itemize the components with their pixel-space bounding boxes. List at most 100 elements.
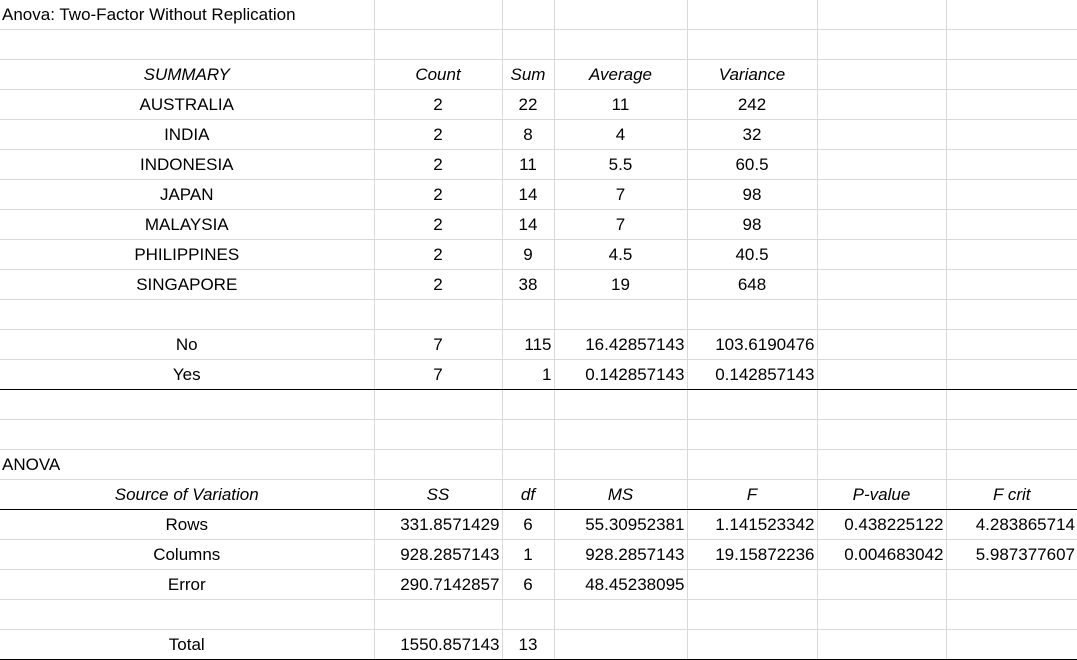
- empty-cell[interactable]: [554, 29, 688, 60]
- empty-cell[interactable]: [946, 89, 1077, 120]
- empty-cell[interactable]: [554, 389, 688, 420]
- anova-value[interactable]: 48.45238095: [554, 569, 688, 600]
- empty-cell[interactable]: [946, 389, 1077, 420]
- empty-cell[interactable]: [817, 29, 947, 60]
- summary-sum[interactable]: 38: [502, 269, 555, 300]
- empty-cell[interactable]: [687, 419, 818, 450]
- empty-cell[interactable]: [946, 629, 1077, 660]
- empty-cell[interactable]: [946, 599, 1077, 630]
- anova-value[interactable]: 0.438225122: [817, 509, 947, 540]
- empty-cell[interactable]: [687, 599, 818, 630]
- empty-cell[interactable]: [817, 89, 947, 120]
- empty-cell[interactable]: [687, 629, 818, 660]
- empty-cell[interactable]: [0, 299, 375, 330]
- empty-cell[interactable]: [554, 599, 688, 630]
- empty-cell[interactable]: [817, 629, 947, 660]
- empty-cell[interactable]: [817, 209, 947, 240]
- empty-cell[interactable]: [502, 29, 555, 60]
- empty-cell[interactable]: [817, 179, 947, 210]
- empty-cell[interactable]: [502, 0, 555, 30]
- summary-sum[interactable]: 14: [502, 209, 555, 240]
- empty-cell[interactable]: [946, 239, 1077, 270]
- summary-average[interactable]: 11: [554, 89, 688, 120]
- summary-sum[interactable]: 22: [502, 89, 555, 120]
- summary-header-cell[interactable]: Variance: [687, 59, 818, 90]
- anova-value[interactable]: 6: [502, 509, 555, 540]
- anova-value[interactable]: [817, 569, 947, 600]
- summary-variance[interactable]: 648: [687, 269, 818, 300]
- empty-cell[interactable]: [374, 29, 503, 60]
- anova-header-cell[interactable]: P-value: [817, 479, 947, 510]
- summary-count[interactable]: 2: [374, 209, 503, 240]
- anova-value[interactable]: 1.141523342: [687, 509, 818, 540]
- summary-header-cell[interactable]: Count: [374, 59, 503, 90]
- empty-cell[interactable]: [946, 419, 1077, 450]
- summary-count[interactable]: 2: [374, 89, 503, 120]
- anova-value[interactable]: 13: [502, 629, 555, 660]
- anova-value[interactable]: 6: [502, 569, 555, 600]
- empty-cell[interactable]: [946, 299, 1077, 330]
- anova-value[interactable]: 1: [502, 539, 555, 570]
- summary-label[interactable]: INDIA: [0, 119, 375, 150]
- summary-average[interactable]: 0.142857143: [554, 359, 688, 390]
- empty-cell[interactable]: [554, 0, 688, 30]
- summary-label[interactable]: INDONESIA: [0, 149, 375, 180]
- empty-cell[interactable]: [817, 149, 947, 180]
- empty-cell[interactable]: [946, 449, 1077, 480]
- empty-cell[interactable]: [374, 419, 503, 450]
- summary-variance[interactable]: 242: [687, 89, 818, 120]
- empty-cell[interactable]: [946, 59, 1077, 90]
- anova-source[interactable]: Columns: [0, 539, 375, 570]
- anova-source[interactable]: Rows: [0, 509, 375, 540]
- empty-cell[interactable]: [946, 359, 1077, 390]
- empty-cell[interactable]: [687, 389, 818, 420]
- anova-value[interactable]: 928.2857143: [374, 539, 503, 570]
- anova-value[interactable]: 55.30952381: [554, 509, 688, 540]
- summary-count[interactable]: 2: [374, 239, 503, 270]
- anova-value[interactable]: [946, 569, 1077, 600]
- anova-header-cell[interactable]: MS: [554, 479, 688, 510]
- empty-cell[interactable]: [817, 389, 947, 420]
- empty-cell[interactable]: [0, 599, 375, 630]
- summary-sum[interactable]: 1: [502, 359, 555, 390]
- empty-cell[interactable]: [374, 389, 503, 420]
- empty-cell[interactable]: [817, 239, 947, 270]
- summary-variance[interactable]: 60.5: [687, 149, 818, 180]
- summary-label[interactable]: JAPAN: [0, 179, 375, 210]
- empty-cell[interactable]: [554, 629, 688, 660]
- anova-header-cell[interactable]: df: [502, 479, 555, 510]
- summary-average[interactable]: 19: [554, 269, 688, 300]
- summary-sum[interactable]: 9: [502, 239, 555, 270]
- summary-count[interactable]: 2: [374, 269, 503, 300]
- empty-cell[interactable]: [374, 299, 503, 330]
- summary-variance[interactable]: 98: [687, 209, 818, 240]
- summary-header-cell[interactable]: Sum: [502, 59, 555, 90]
- anova-value[interactable]: 0.004683042: [817, 539, 947, 570]
- anova-value[interactable]: 928.2857143: [554, 539, 688, 570]
- empty-cell[interactable]: [374, 0, 503, 30]
- empty-cell[interactable]: [817, 419, 947, 450]
- summary-label[interactable]: No: [0, 329, 375, 360]
- empty-cell[interactable]: [817, 359, 947, 390]
- summary-average[interactable]: 16.42857143: [554, 329, 688, 360]
- anova-header-cell[interactable]: SS: [374, 479, 503, 510]
- anova-source[interactable]: Error: [0, 569, 375, 600]
- summary-label[interactable]: PHILIPPINES: [0, 239, 375, 270]
- summary-sum[interactable]: 8: [502, 119, 555, 150]
- anova-value[interactable]: 1550.857143: [374, 629, 503, 660]
- anova-value[interactable]: [687, 569, 818, 600]
- summary-count[interactable]: 2: [374, 179, 503, 210]
- summary-variance[interactable]: 103.6190476: [687, 329, 818, 360]
- empty-cell[interactable]: [946, 269, 1077, 300]
- summary-average[interactable]: 4.5: [554, 239, 688, 270]
- empty-cell[interactable]: [817, 329, 947, 360]
- empty-cell[interactable]: [0, 419, 375, 450]
- summary-variance[interactable]: 0.142857143: [687, 359, 818, 390]
- empty-cell[interactable]: [817, 269, 947, 300]
- summary-label[interactable]: AUSTRALIA: [0, 89, 375, 120]
- empty-cell[interactable]: [817, 59, 947, 90]
- anova-value[interactable]: 331.8571429: [374, 509, 503, 540]
- empty-cell[interactable]: [687, 29, 818, 60]
- summary-count[interactable]: 7: [374, 329, 503, 360]
- summary-header-cell[interactable]: Average: [554, 59, 688, 90]
